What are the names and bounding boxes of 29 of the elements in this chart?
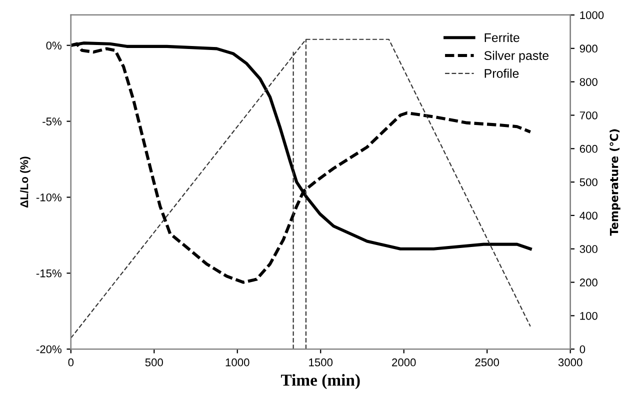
x-tick-label: 2500 [475,358,500,366]
y2-tick-label: 900 [580,44,598,53]
y2-tick-label: 0 [580,345,586,354]
x-tick-label: 2000 [392,358,416,366]
y2-tick-label: 700 [580,111,598,120]
x-tick-label: 1500 [309,358,333,366]
y2-tick-label: 1000 [580,11,604,20]
y-tick-label: -5% [42,118,62,126]
x-axis-title: Time (min) [280,374,360,390]
y2-tick-label: 300 [580,245,598,254]
y2-tick-label: 500 [580,178,598,186]
y2-tick-label: 200 [580,278,598,286]
y-tick-label: -10% [36,194,62,202]
x-tick-label: 3000 [558,358,582,366]
y2-axis-title: Temperature (℃) [610,129,620,236]
y-tick-label: -20% [36,345,62,354]
y2-tick-label: 400 [580,212,598,220]
y-tick-label: 0% [46,42,62,50]
legend-label: Profile [484,68,519,78]
y2-tick-label: 800 [580,78,598,86]
legend-label: Ferrite [484,32,520,42]
x-tick-label: 0 [68,358,74,366]
y-axis-title: ΔL/Lo (%) [20,156,30,208]
legend-label: Silver paste [484,50,549,62]
y-tick-label: -15% [36,269,62,278]
y2-tick-label: 600 [580,144,598,153]
y2-tick-label: 100 [580,312,598,320]
x-tick-label: 500 [145,358,163,366]
x-tick-label: 1000 [226,358,250,366]
